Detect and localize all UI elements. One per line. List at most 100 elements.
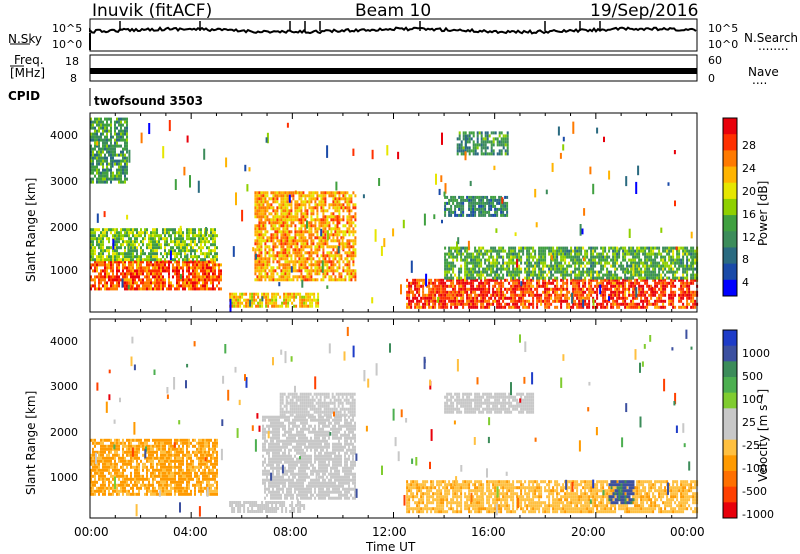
power-cell [282, 203, 285, 207]
power-cell [264, 194, 267, 198]
power-cell [322, 275, 325, 279]
power-cell [472, 276, 475, 280]
power-cell [178, 266, 180, 270]
power-cell [510, 284, 513, 288]
power-cell [522, 287, 525, 291]
power-cell [462, 281, 465, 285]
power-cell [260, 272, 263, 276]
power-cell [560, 296, 563, 300]
power-cell [348, 260, 351, 264]
power-cell [546, 273, 549, 277]
power-cell [338, 194, 341, 198]
power-cell [182, 266, 184, 270]
power-cell [168, 275, 170, 279]
power-cell [281, 304, 284, 308]
power-cell [292, 215, 295, 219]
power-cell [292, 278, 295, 282]
power-cell [300, 269, 303, 273]
power-cell [520, 270, 523, 274]
power-cell [164, 281, 166, 285]
power-cell [264, 221, 267, 225]
power-cell [210, 275, 212, 279]
power-cell [458, 302, 461, 306]
power-cell [564, 273, 567, 277]
power-cell [194, 287, 196, 291]
power-cell [178, 263, 180, 267]
power-cell [570, 255, 573, 259]
power-cell [504, 249, 507, 253]
power-cell [188, 263, 190, 267]
power-cell [110, 138, 112, 142]
power-cell [258, 266, 261, 270]
power-cell [524, 281, 527, 285]
power-cell [452, 255, 455, 259]
power-cell [301, 304, 304, 308]
power-cell [460, 195, 463, 199]
power-cell [108, 147, 110, 151]
power-cell [306, 212, 309, 216]
power-cell [96, 132, 98, 136]
power-cell [592, 249, 595, 253]
power-cell [672, 258, 675, 262]
power-cell [280, 212, 283, 216]
power-cell [616, 249, 619, 253]
power-cell [644, 293, 647, 297]
power-cell [468, 281, 471, 285]
power-cell [406, 296, 409, 300]
power-cell [281, 301, 284, 305]
power-cell [352, 254, 355, 258]
power-cell [640, 299, 643, 303]
power-cell [126, 126, 128, 130]
power-cell [239, 298, 242, 302]
power-cell [116, 228, 118, 232]
power-cell [556, 284, 559, 288]
power-cell [650, 258, 653, 262]
power-cell [688, 290, 691, 294]
power-cell [448, 290, 451, 294]
power-cell [488, 296, 491, 300]
power-cell [264, 254, 267, 258]
power-cell [100, 132, 102, 136]
power-cell [120, 171, 122, 175]
power-cell [562, 270, 565, 274]
power-cell [460, 210, 463, 214]
power-cell [276, 272, 279, 276]
power-cell [266, 209, 269, 213]
power-cell [468, 252, 471, 256]
power-cell [316, 212, 319, 216]
power-cell [462, 246, 465, 250]
power-cell [122, 156, 124, 160]
power-cell [253, 301, 256, 305]
power-cell [182, 234, 184, 238]
power-cell [264, 257, 267, 261]
power-cell [336, 248, 339, 252]
power-cell [422, 287, 425, 291]
power-cell [302, 191, 305, 195]
power-cell [478, 299, 481, 303]
power-cell [332, 260, 335, 264]
power-cell [488, 281, 491, 285]
power-cell [652, 278, 655, 282]
power-cell [276, 233, 279, 237]
power-cell [692, 302, 695, 306]
power-cell [494, 249, 497, 253]
power-cell [536, 305, 539, 309]
power-cell [620, 281, 623, 285]
power-cell [500, 267, 503, 271]
power-cell [508, 267, 511, 271]
power-cell [452, 261, 455, 265]
power-cell [263, 292, 266, 296]
power-cell [235, 298, 238, 302]
power-cell [332, 215, 335, 219]
power-cell [286, 248, 289, 252]
power-cell [312, 206, 315, 210]
power-cell [568, 261, 571, 265]
power-cell [536, 261, 539, 265]
power-cell [652, 252, 655, 256]
power-cell [486, 273, 489, 277]
power-cell [516, 270, 519, 274]
power-cell [662, 305, 665, 309]
power-cell [124, 129, 126, 133]
power-cell [670, 267, 673, 271]
power-cell [468, 261, 471, 265]
